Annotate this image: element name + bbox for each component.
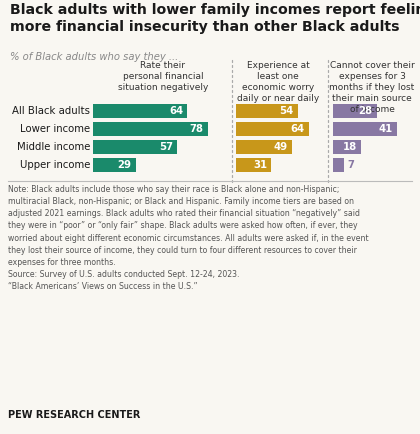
Text: Lower income: Lower income [20, 124, 90, 134]
Text: 29: 29 [118, 160, 131, 170]
Text: 78: 78 [190, 124, 204, 134]
Text: 57: 57 [159, 142, 173, 152]
Text: Note: Black adults include those who say their race is Black alone and non-Hispa: Note: Black adults include those who say… [8, 185, 369, 291]
Bar [93, 122, 208, 136]
Bar [236, 158, 271, 172]
Text: % of Black adults who say they ...: % of Black adults who say they ... [10, 52, 178, 62]
Text: 64: 64 [291, 124, 305, 134]
Text: 41: 41 [379, 124, 393, 134]
Bar [333, 140, 361, 154]
Text: Middle income: Middle income [17, 142, 90, 152]
Bar [333, 104, 377, 118]
Text: 54: 54 [279, 106, 294, 116]
Text: 28: 28 [359, 106, 373, 116]
Bar [236, 104, 297, 118]
Bar [333, 158, 344, 172]
Text: Upper income: Upper income [20, 160, 90, 170]
Text: PEW RESEARCH CENTER: PEW RESEARCH CENTER [8, 410, 140, 420]
Bar [333, 122, 397, 136]
Text: Cannot cover their
expenses for 3
months if they lost
their main source
of incom: Cannot cover their expenses for 3 months… [329, 61, 415, 115]
Text: 49: 49 [274, 142, 288, 152]
Text: Experience at
least one
economic worry
daily or near daily: Experience at least one economic worry d… [237, 61, 319, 103]
Text: Black adults with lower family incomes report feeling
more financial insecurity : Black adults with lower family incomes r… [10, 3, 420, 34]
Text: Rate their
personal financial
situation negatively: Rate their personal financial situation … [118, 61, 208, 92]
Bar [93, 104, 187, 118]
Bar [236, 122, 309, 136]
Bar [93, 140, 177, 154]
Bar [93, 158, 136, 172]
Text: 64: 64 [169, 106, 183, 116]
Text: All Black adults: All Black adults [12, 106, 90, 116]
Bar [236, 140, 292, 154]
Text: 7: 7 [347, 160, 354, 170]
Text: 31: 31 [253, 160, 267, 170]
Text: 18: 18 [343, 142, 357, 152]
